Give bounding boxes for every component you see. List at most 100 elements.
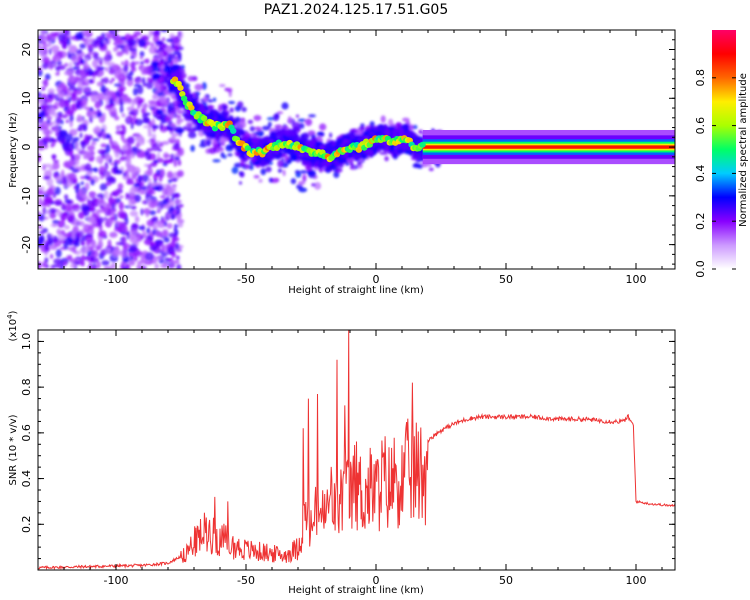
noise-speckle [73,62,80,66]
noise-speckle [126,72,132,79]
noise-speckle [64,110,74,116]
noise-speckle [125,192,130,200]
noise-speckle [109,231,118,238]
noise-speckle [69,166,75,170]
spectral-blob [274,154,282,160]
noise-speckle [108,66,113,70]
noise-speckle [134,215,140,223]
noise-speckle [128,255,134,262]
noise-speckle [121,235,127,245]
spectral-blob [247,119,254,125]
noise-speckle [105,98,110,106]
noise-speckle [90,257,99,263]
spectral-blob [302,174,307,183]
snr-y-label: SNR (10 * v/v) [8,414,19,485]
x-tick-label: 50 [499,574,513,587]
snr-plot-area [38,330,675,570]
noise-speckle [68,172,77,181]
spectral-blob [316,131,325,136]
spectrogram-y-ticks: -20 -10 0 10 20 [20,29,675,265]
spectral-blob [254,126,262,131]
spectral-blob [273,177,280,183]
noise-speckle [90,39,100,48]
colorbar-tick-label: 0.0 [694,260,707,278]
noise-speckle [101,154,106,160]
noise-speckle [56,228,62,235]
noise-speckle [143,124,151,129]
noise-speckle [89,206,95,213]
spectral-blob [311,183,316,187]
spectrogram-x-label: Height of straight line (km) [288,285,424,296]
noise-speckle [173,227,178,233]
noise-speckle [68,77,76,83]
noise-speckle [63,62,69,67]
spectral-blob [318,123,327,131]
noise-speckle [45,97,53,104]
spectral-blob [418,129,423,135]
noise-speckle [47,237,54,246]
spectral-blob [274,112,280,119]
spectral-blob [298,180,306,186]
spectral-blob [308,139,315,145]
spectral-blob [315,160,320,168]
noise-speckle [78,221,82,226]
noise-speckle [156,206,162,211]
spectral-blob [281,158,285,162]
spectral-blob [218,84,226,88]
noise-speckle [82,205,91,211]
noise-speckle [143,239,151,245]
noise-speckle [88,51,93,55]
noise-speckle [140,190,146,195]
spectral-blob [378,126,386,133]
colorbar-tick-label: 0.4 [694,165,707,183]
spectral-blob [248,164,254,171]
noise-speckle [45,33,51,42]
noise-speckle [79,43,87,49]
noise-speckle [129,210,139,217]
noise-speckle [38,230,45,235]
noise-speckle [113,47,118,52]
noise-speckle [43,175,51,180]
spectral-blob [245,164,251,169]
noise-speckle [147,100,157,104]
noise-speckle [69,61,73,70]
noise-speckle [48,47,52,55]
noise-speckle [118,201,124,211]
ridge-blob [244,145,252,152]
noise-speckle [50,223,58,227]
noise-speckle [121,61,125,66]
signal-band [422,145,675,149]
noise-speckle [167,102,175,111]
y-tick-label: 0.4 [20,470,33,488]
noise-speckle [169,206,175,212]
noise-speckle [105,50,111,57]
noise-speckle [46,119,51,124]
noise-speckle [68,159,74,166]
noise-speckle [44,196,53,203]
noise-speckle [138,38,147,48]
noise-speckle [81,241,86,247]
noise-speckle [87,43,93,50]
noise-speckle [171,131,176,139]
noise-speckle [59,99,65,109]
noise-speckle [100,205,104,209]
spectral-blob [241,135,250,141]
noise-speckle [134,250,143,257]
noise-speckle [49,253,54,260]
noise-speckle [104,171,111,177]
spectral-blob [194,83,203,91]
noise-speckle [116,125,121,130]
noise-speckle [115,130,124,135]
noise-speckle [128,260,136,266]
noise-speckle [90,178,95,186]
spectral-blob [226,87,233,93]
noise-speckle [103,190,109,200]
figure-title: PAZ1.2024.125.17.51.G05 [264,2,449,18]
noise-speckle [52,154,56,161]
noise-speckle [121,113,126,118]
noise-speckle [141,77,146,84]
noise-speckle [147,167,153,177]
noise-speckle [88,246,94,251]
noise-speckle [166,195,170,204]
noise-speckle [140,235,144,240]
